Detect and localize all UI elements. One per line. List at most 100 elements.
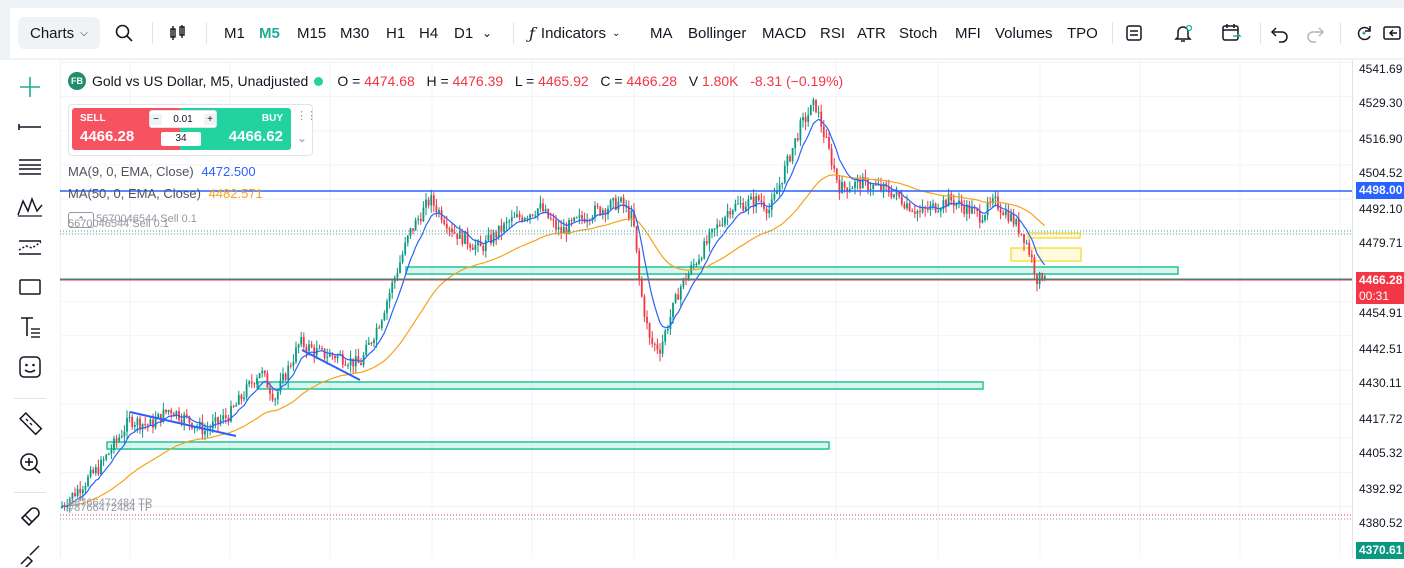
redo-button[interactable] [1305,8,1325,58]
study-mfi[interactable]: MFI [955,24,981,42]
bear-candle [1020,233,1023,235]
bear-candle [1012,213,1015,225]
bear-candle [549,218,552,220]
magnet-tool[interactable] [17,504,43,530]
replay-button[interactable] [1220,8,1242,58]
bull-candle [107,453,110,455]
bear-candle [165,409,167,413]
shape-tool[interactable] [17,274,43,300]
function-icon: ƒ [529,23,535,43]
price-levels [60,190,1352,520]
templates-button[interactable] [1124,8,1144,58]
bull-candle [425,199,427,208]
bull-candle [487,234,490,241]
chart-type-button[interactable] [168,8,188,58]
zoom-tool[interactable] [17,450,43,476]
crosshair-tool[interactable] [17,74,43,100]
order-zone [1027,232,1081,239]
collapse-legend-button[interactable]: ⌃ [68,212,94,228]
bull-candle [991,198,994,204]
bull-candle [734,204,737,211]
rectangle-icon [19,279,41,295]
bull-candle [612,198,615,201]
timeframe-h4[interactable]: H4 [419,24,439,42]
bull-candle [1043,276,1046,280]
bear-candle [131,416,134,427]
toolbar-divider [513,22,514,44]
drawings [129,349,361,437]
chevron-down-icon[interactable]: ⌄ [297,131,308,145]
bull-candle [292,361,295,367]
bull-candle [744,206,747,211]
bear-candle [552,219,555,221]
timeframe-m15[interactable]: M15 [297,24,327,42]
bull-candle [141,424,144,430]
timeframe-m1[interactable]: M1 [224,24,245,42]
sync-button[interactable] [1354,8,1374,58]
symbol-title[interactable]: Gold vs US Dollar, M5, Unadjusted [92,73,309,89]
alert-button[interactable] [1172,8,1194,58]
bull-candle [776,190,778,195]
study-rsi[interactable]: RSI [820,24,846,42]
search-button[interactable] [114,8,134,58]
collapse-panel-button[interactable] [1382,8,1402,58]
bull-candle [609,200,612,209]
decrease-lot-button[interactable]: − [150,113,162,125]
undo-button[interactable] [1270,8,1290,58]
current-price: 4466.28 [1359,273,1403,287]
brush-tool[interactable] [17,542,43,568]
price-tick: 4430.11 [1359,376,1402,390]
bear-candle [968,204,971,214]
toolbar-divider [206,22,207,44]
bull-candle [388,292,391,302]
study-bollinger[interactable]: Bollinger [688,24,747,42]
broker-badge: FB [68,72,86,90]
bull-candle [739,202,742,204]
price-axis[interactable]: 4541.69 4529.30 4516.90 4504.52 4492.10 4479.… [1352,60,1404,559]
charts-menu-button[interactable]: Charts ⌵ [18,17,100,49]
calendar-icon [1222,24,1242,41]
timeframe-d1[interactable]: D1 [454,24,474,42]
bear-candle [978,211,981,223]
study-stoch[interactable]: Stoch [899,24,938,42]
study-tpo[interactable]: TPO [1067,24,1098,42]
bull-candle [406,235,409,243]
study-ma[interactable]: MA [650,24,673,42]
fib-tool[interactable] [17,154,43,180]
trend-line-tool[interactable] [17,114,43,140]
measure-tool[interactable] [17,410,43,436]
indicators-button[interactable]: ƒ Indicators ⌄ [529,8,620,58]
text-tool[interactable] [17,314,43,340]
pattern-tool[interactable] [17,194,43,220]
bull-candle [986,202,989,216]
bull-candle [100,459,102,475]
increase-lot-button[interactable]: + [204,113,216,125]
study-macd[interactable]: MACD [762,24,807,42]
bear-candle [253,383,256,385]
price-tick: 4380.52 [1359,516,1403,530]
timeframe-m5[interactable]: M5 [259,24,280,42]
bear-candle [490,234,492,244]
bear-candle [822,126,825,137]
bear-candle [321,348,323,350]
study-atr[interactable]: ATR [857,24,886,42]
timeframe-h1[interactable]: H1 [386,24,406,42]
buy-price: 4466.62 [228,128,283,145]
bear-candle [765,208,768,214]
icon-tool[interactable] [17,354,43,380]
lot-value[interactable]: 0.01 [173,113,193,125]
bull-candle [534,215,537,217]
timeframe-m30[interactable]: M30 [340,24,370,42]
bull-candle [812,99,815,106]
bear-candle [1030,254,1033,258]
bull-candle [258,373,261,379]
lot-stepper[interactable]: − 0.01 + [149,110,217,128]
ma50-legend[interactable]: MA(50, 0, EMA, Close) 4482.571 [68,186,263,201]
ma9-legend[interactable]: MA(9, 0, EMA, Close) 4472.500 [68,164,256,179]
more-timeframes-button[interactable]: ⌄ [482,8,492,58]
low-label: L = [514,73,535,89]
bull-candle [747,199,750,207]
study-volumes[interactable]: Volumes [995,24,1053,42]
drag-handle-icon[interactable]: ⋮⋮ [296,110,317,122]
prediction-tool[interactable] [17,234,43,260]
